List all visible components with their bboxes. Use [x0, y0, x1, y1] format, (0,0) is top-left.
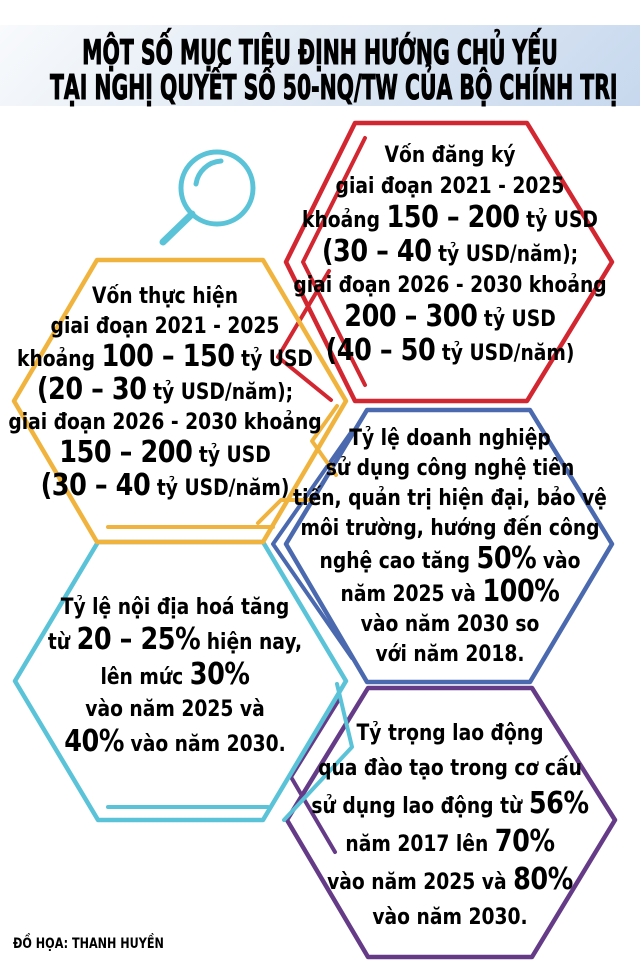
page-title-line-2: TẠI NGHỊ QUYẾT SỐ 50-NQ/TW CỦA BỘ CHÍNH … [50, 68, 618, 108]
hexagon-registered-capital [283, 120, 615, 404]
text-line: Tỷ lệ nội địa hoá tăng [60, 595, 290, 620]
magnifier-lens [178, 149, 256, 227]
text-line: (20 – 30 tỷ USD/năm); [36, 372, 294, 407]
text-line: giai đoạn 2026 - 2030 khoảng [293, 273, 607, 298]
text-line: giai đoạn 2021 - 2025 [50, 314, 280, 339]
text-line: Vốn đăng ký [384, 143, 516, 168]
magnifier-handle [159, 210, 196, 246]
text-line: Tỷ trọng lao động [356, 721, 544, 746]
text-line: khoảng 100 – 150 tỷ USD [17, 339, 313, 374]
text-line: sử dụng lao động từ 56% [311, 786, 589, 821]
hexagon-implemented-capital [11, 257, 349, 545]
text-line: vào năm 2025 và [85, 697, 265, 722]
hexagon-trained-labor [284, 685, 618, 960]
yellow-lower-echo-line [256, 498, 314, 525]
text-line: (30 – 40 tỷ USD/năm); [321, 234, 579, 269]
title-band [0, 25, 640, 106]
text-line: (40 – 50 tỷ USD/năm) [325, 333, 575, 368]
red-outer-chevron [276, 269, 333, 402]
text-line: (30 – 40 tỷ USD/năm) [40, 468, 290, 503]
text-line: Vốn thực hiện [91, 284, 239, 309]
magnifier-highlight-arc [193, 158, 224, 187]
text-line: từ 20 – 25% hiện nay, [47, 622, 303, 657]
text-line: 40% vào năm 2030. [64, 724, 286, 759]
hexagon-text-localization-rate: Tỷ lệ nội địa hoá tăng từ 20 – 25% hiện n… [0, 592, 354, 761]
hexagon-text-implemented-capital: Vốn thực hiện giai đoạn 2021 - 2025 khoảng… [0, 282, 344, 504]
text-line: năm 2017 lên 70% [345, 824, 555, 859]
text-line: 150 – 200 tỷ USD [59, 435, 271, 470]
text-line: khoảng 150 – 200 tỷ USD [302, 200, 598, 235]
cyan-echo-chevron [282, 682, 354, 822]
graphics-credit: ĐỒ HỌA: THANH HUYỀN [13, 936, 164, 952]
text-line: giai đoạn 2021 - 2025 [335, 174, 565, 199]
hexagon-text-enterprise-technology: Tỷ lệ doanh nghiệp sử dụng công nghệ tiên… [272, 424, 629, 670]
text-line: năm 2025 và 100% [340, 574, 560, 609]
hexagon-enterprise-technology [283, 407, 615, 685]
page-title: MỘT SỐ MỤC TIÊU ĐỊNH HƯỚNG CHỦ YẾU TẠI N… [50, 33, 618, 108]
text-line: giai đoạn 2026 - 2030 khoảng [8, 410, 322, 435]
text-line: môi trường, hướng đến công [300, 516, 600, 541]
text-line: Tỷ lệ doanh nghiệp [349, 426, 551, 451]
yellow-echo-chevron [310, 404, 339, 477]
text-line: sử dụng công nghệ tiên [325, 456, 575, 481]
hexagon-text-registered-capital: Vốn đăng ký giai đoạn 2021 - 2025 khoảng 1… [272, 140, 629, 369]
text-line: lên mức 30% [100, 657, 250, 692]
text-line: qua đào tạo trong cơ cấu [318, 756, 582, 781]
text-line: với năm 2018. [375, 642, 525, 667]
magnifier-icon [159, 149, 256, 246]
hexagon-text-trained-labor: Tỷ trọng lao động qua đào tạo trong cơ cấ… [272, 716, 629, 935]
blue-echo-chevron [271, 429, 354, 660]
text-line: nghệ cao tăng 50% vào [319, 541, 581, 576]
text-line: tiến, quản trị hiện đại, bảo vệ [293, 486, 607, 511]
text-line: vào năm 2030. [372, 905, 528, 930]
red-echo-chevron [301, 136, 367, 387]
page-title-line-1: MỘT SỐ MỤC TIÊU ĐỊNH HƯỚNG CHỦ YẾU [82, 33, 558, 73]
text-line: 200 – 300 tỷ USD [344, 299, 556, 334]
text-line: vào năm 2025 và 80% [327, 862, 573, 897]
text-line: vào năm 2030 so [360, 612, 540, 637]
